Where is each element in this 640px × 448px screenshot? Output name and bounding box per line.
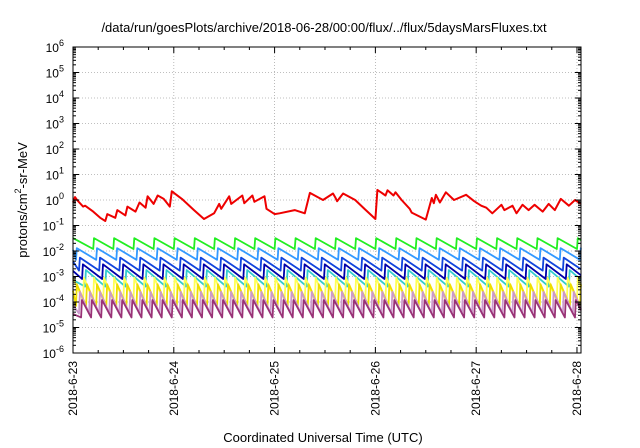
series-line — [72, 237, 582, 250]
y-tick-label: 10-5 — [43, 319, 64, 336]
y-tick-label: 106 — [46, 38, 64, 55]
y-tick-label: 103 — [46, 115, 64, 132]
y-axis-label-base: protons/cm — [15, 193, 30, 257]
y-tick-label: 105 — [46, 64, 64, 81]
series-line — [72, 299, 582, 319]
series-lines — [72, 188, 582, 319]
series-line — [72, 263, 582, 280]
x-tick-label: 2018-6-24 — [167, 361, 181, 416]
x-tick-label: 2018-6-26 — [368, 361, 382, 416]
series-line — [72, 269, 582, 288]
y-tick-label: 101 — [46, 166, 64, 183]
y-axis-label-rest: -sr-MeV — [15, 142, 30, 189]
y-axis-label: protons/cm2-sr-MeV — [13, 142, 30, 258]
y-tick-label: 10-1 — [43, 217, 64, 234]
x-tick-labels: 2018-6-23 2018-6-24 2018-6-25 2018-6-26 2018… — [66, 361, 584, 416]
y-tick-label: 102 — [46, 140, 64, 157]
y-axis-label-sup: 2 — [13, 188, 23, 193]
x-tick-label: 2018-6-28 — [570, 361, 584, 416]
axis-ticks — [72, 46, 581, 354]
y-tick-label: 10-2 — [43, 242, 64, 259]
x-tick-label: 2018-6-25 — [268, 361, 282, 416]
x-tick-label: 2018-6-27 — [469, 361, 483, 416]
y-tick-label: 10-3 — [43, 268, 64, 285]
y-tick-label: 104 — [46, 89, 64, 106]
series-line — [72, 247, 582, 261]
y-tick-label: 10-6 — [43, 344, 64, 361]
y-tick-label: 10-4 — [43, 293, 64, 310]
chart-title: /data/run/goesPlots/archive/2018-06-28/0… — [101, 20, 547, 35]
series-line — [72, 256, 582, 272]
y-tick-labels: 10-6 10-5 10-4 10-3 10-2 10-1 100 101 102 103 104 1… — [43, 38, 64, 361]
x-tick-label: 2018-6-23 — [66, 361, 80, 416]
x-axis-label: Coordinated Universal Time (UTC) — [223, 430, 422, 445]
series-line — [72, 188, 582, 222]
y-tick-label: 100 — [46, 191, 64, 208]
series-line — [72, 283, 582, 307]
